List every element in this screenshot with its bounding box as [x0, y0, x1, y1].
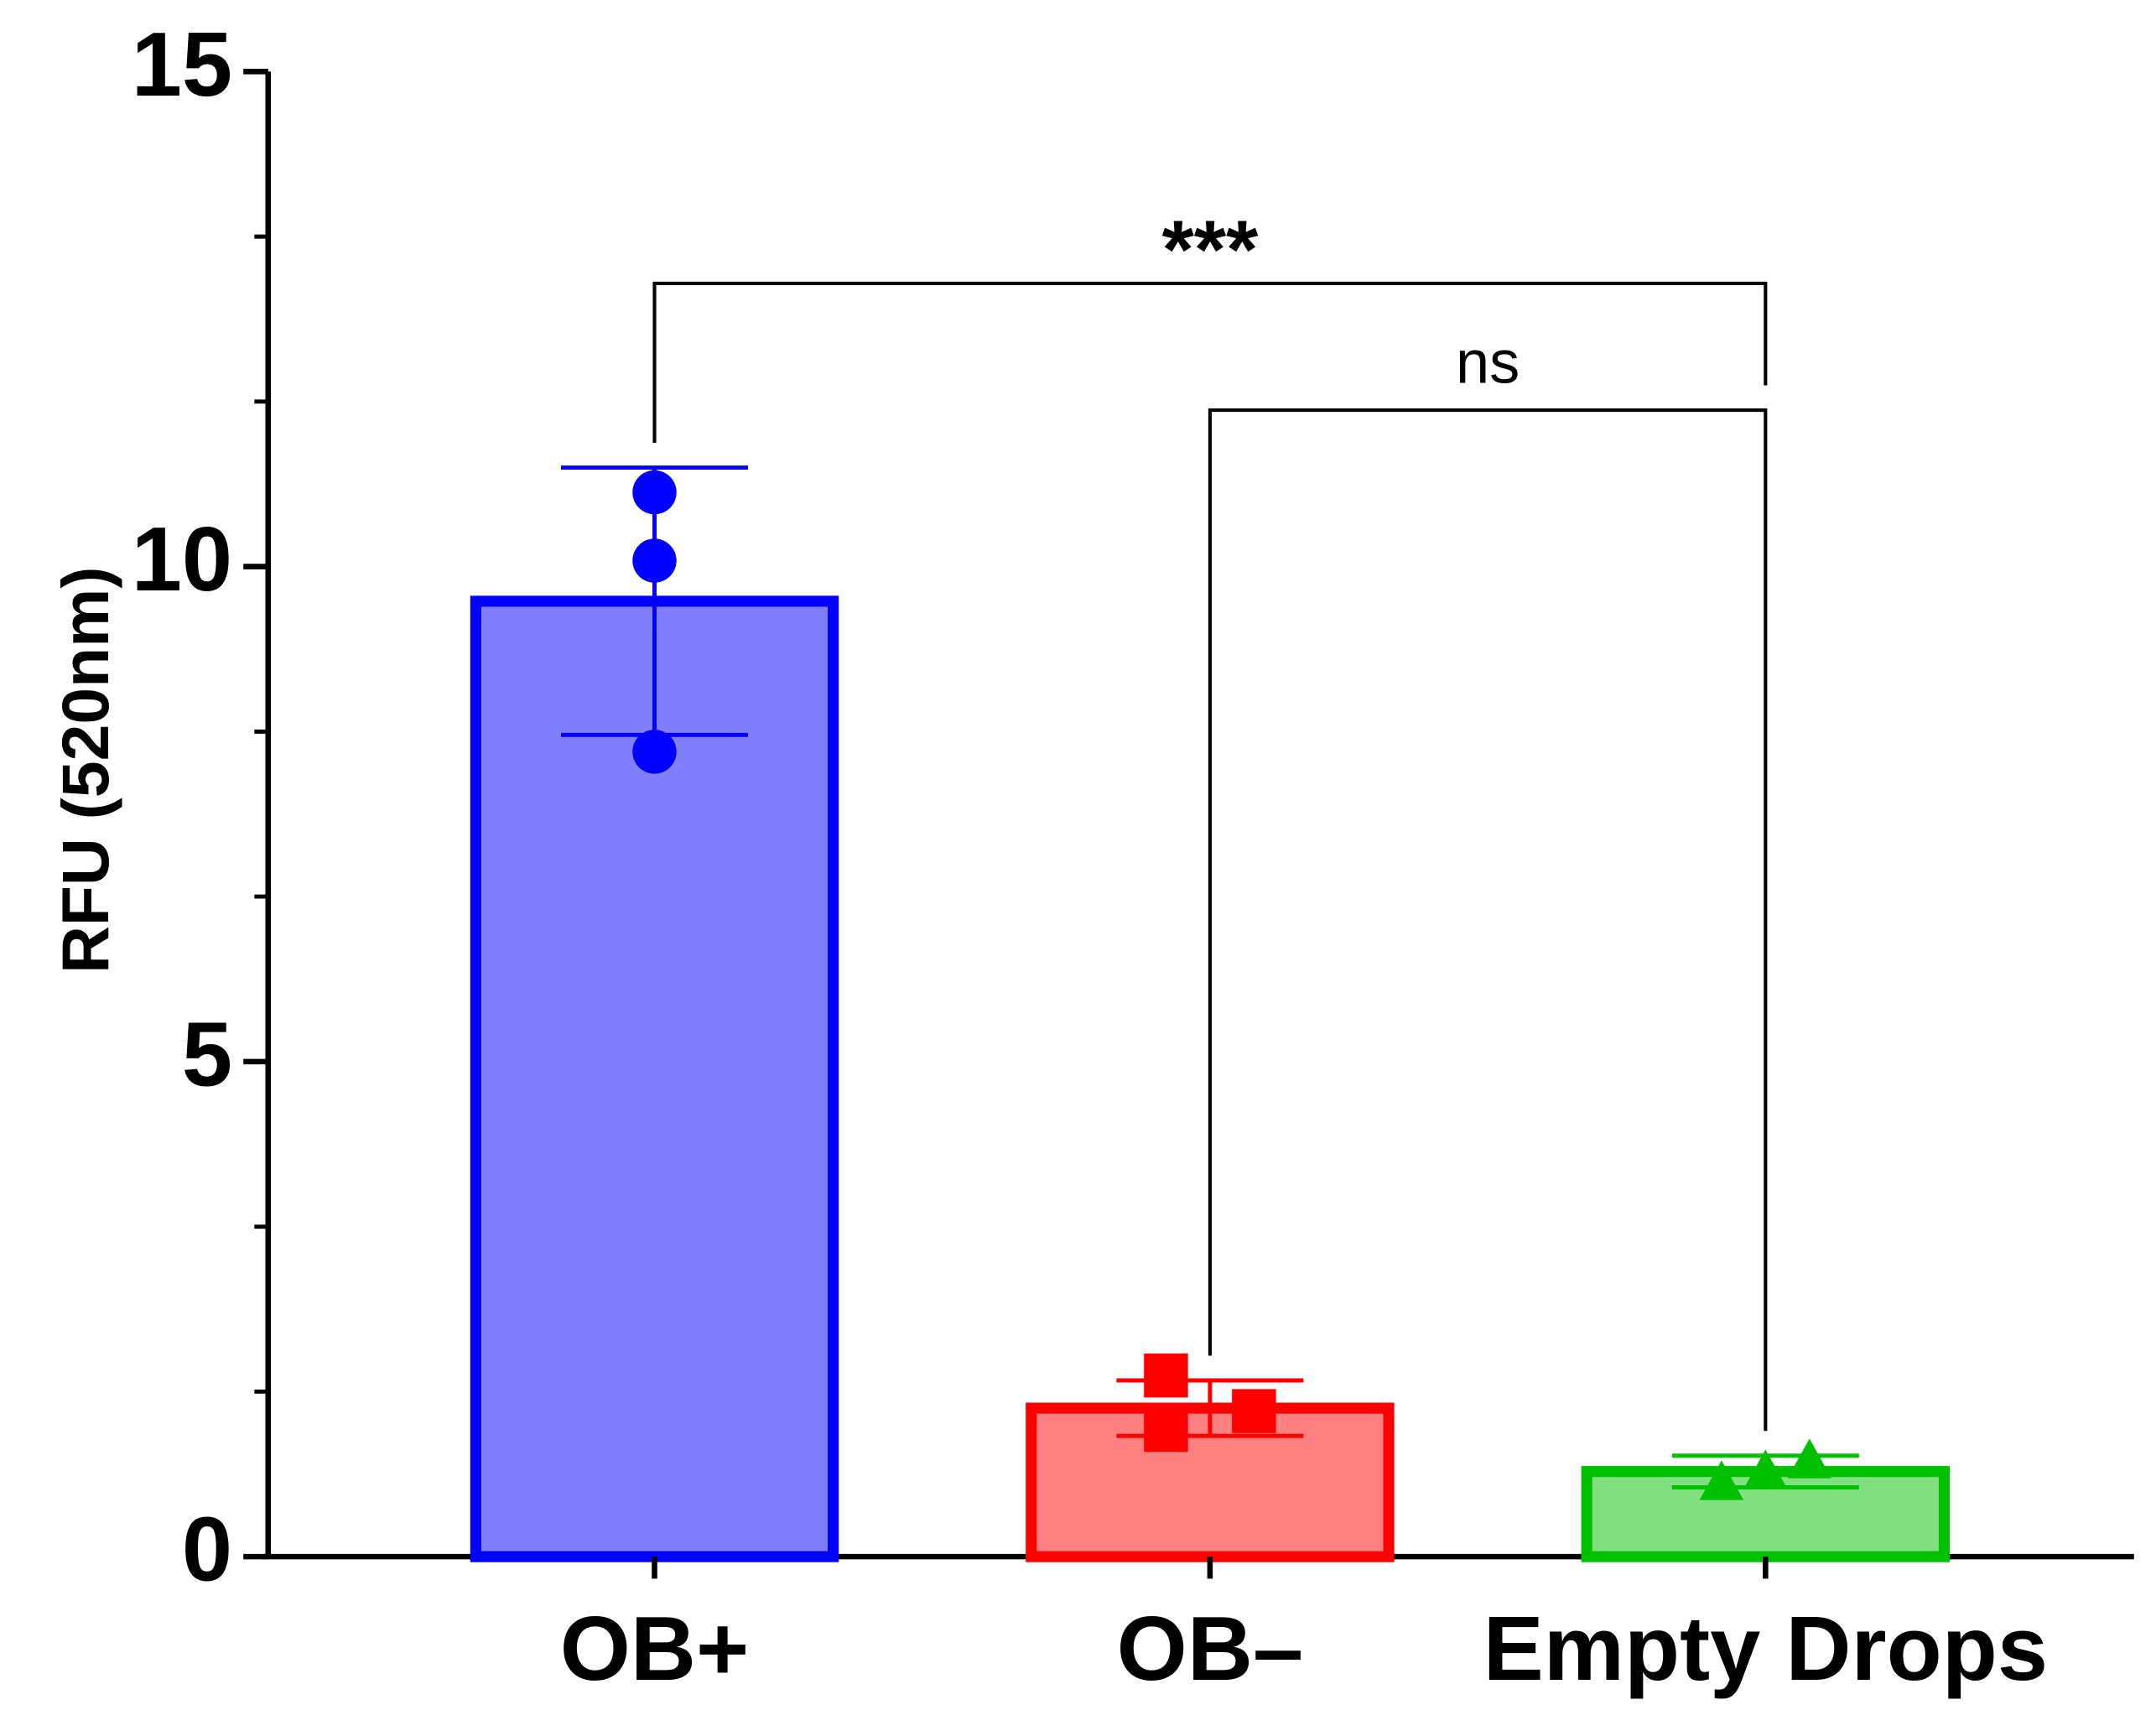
y-tick-label: 10 — [132, 508, 232, 610]
data-point — [1787, 1438, 1832, 1479]
significance-label: ns — [1456, 329, 1520, 396]
x-tick-label: OB– — [1117, 1598, 1303, 1699]
data-point — [1699, 1460, 1744, 1500]
y-tick-label: 15 — [132, 13, 232, 115]
data-point — [1144, 1353, 1188, 1398]
y-tick-label: 0 — [182, 1499, 232, 1600]
data-point — [632, 730, 677, 774]
data-point — [1144, 1407, 1188, 1453]
y-tick-label: 5 — [182, 1003, 232, 1104]
x-tick-label: OB+ — [560, 1598, 750, 1699]
data-point — [1743, 1449, 1788, 1489]
data-point — [632, 470, 677, 515]
data-point — [632, 538, 677, 583]
significance-bracket — [652, 281, 1768, 444]
significance-bracket — [1208, 408, 1768, 1432]
y-axis-title: RFU (520nm) — [49, 567, 122, 974]
significance-label: *** — [1161, 203, 1259, 295]
data-point — [1232, 1389, 1276, 1433]
x-tick-label: Empty Drops — [1483, 1598, 2048, 1699]
